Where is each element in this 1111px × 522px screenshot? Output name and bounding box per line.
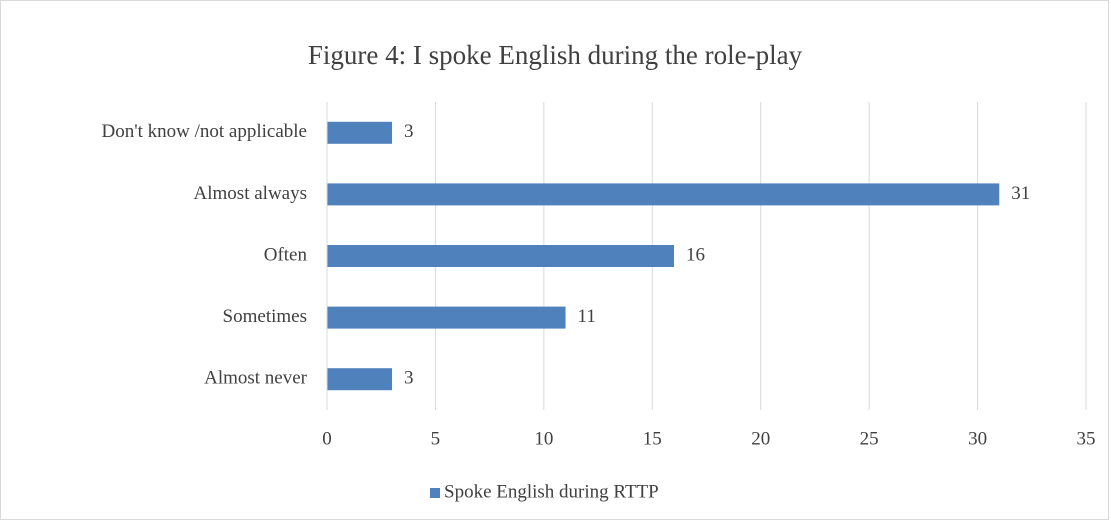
x-tick-label: 5 <box>431 428 441 449</box>
x-tick-label: 10 <box>534 428 553 449</box>
y-tick-label: Don't know /not applicable <box>101 121 307 142</box>
bar <box>327 245 674 267</box>
x-tick-label: 25 <box>860 428 879 449</box>
data-label: 3 <box>404 121 414 142</box>
x-tick-label: 0 <box>322 428 332 449</box>
bar <box>327 306 566 329</box>
y-tick-label: Almost never <box>204 368 308 389</box>
x-tick-label: 15 <box>643 428 662 449</box>
data-label: 3 <box>404 368 414 389</box>
data-label: 11 <box>578 306 596 327</box>
legend-swatch <box>430 488 440 498</box>
data-label: 16 <box>686 244 705 265</box>
chart-title: Figure 4: I spoke English during the rol… <box>308 40 803 70</box>
x-tick-label: 30 <box>968 428 987 449</box>
bar <box>327 183 1000 206</box>
legend-label: Spoke English during RTTP <box>444 481 659 502</box>
x-tick-label: 20 <box>751 428 770 449</box>
y-tick-label: Often <box>264 244 308 265</box>
x-tick-label: 35 <box>1077 428 1096 449</box>
bar <box>327 368 393 391</box>
bar <box>327 121 393 144</box>
data-label: 31 <box>1011 183 1030 204</box>
y-tick-label: Almost always <box>194 183 307 204</box>
y-tick-label: Sometimes <box>223 306 307 327</box>
